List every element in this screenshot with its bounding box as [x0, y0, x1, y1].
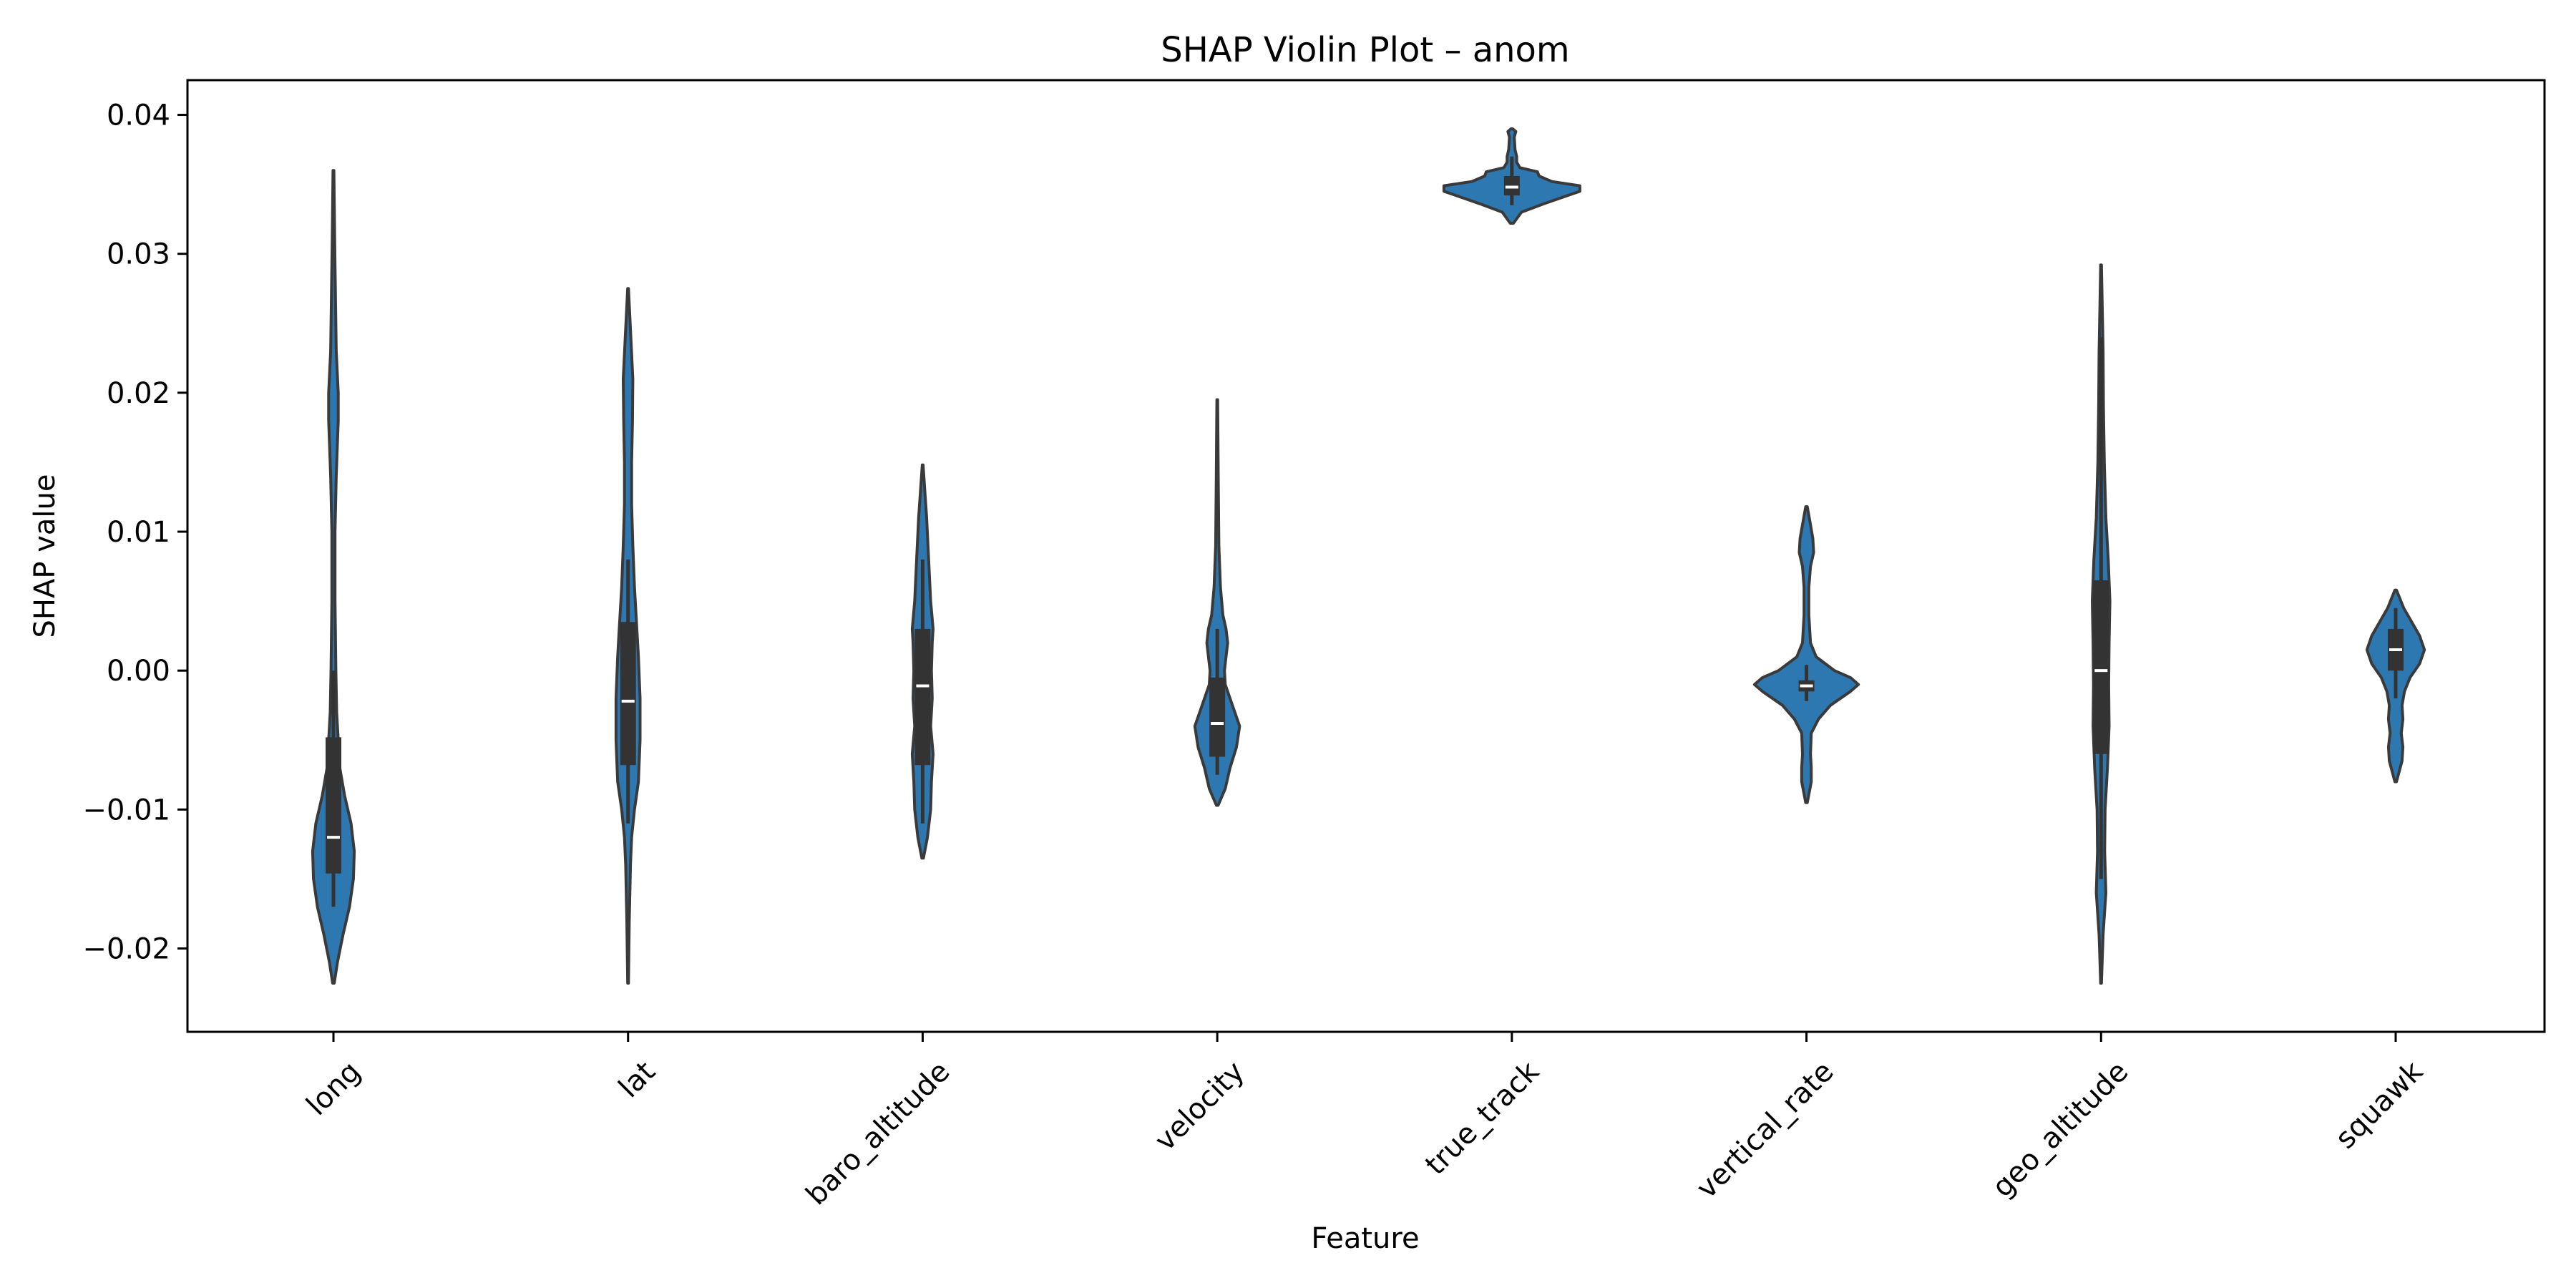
- violin-iqr-box: [914, 628, 931, 766]
- violin-velocity: [1193, 398, 1241, 807]
- y-axis-label: SHAP value: [29, 474, 62, 638]
- violin-body: [1193, 398, 1241, 807]
- violin-body: [311, 169, 356, 985]
- y-tick-label: −0.02: [82, 933, 170, 966]
- violin-body: [1752, 505, 1860, 804]
- y-tick-label: 0.00: [107, 655, 170, 688]
- violin-squawk: [2365, 588, 2426, 784]
- y-tick-label: 0.03: [107, 238, 170, 271]
- y-axis: 0.04 0.03 0.02 0.01 0.00 −0.01 −0.02: [82, 99, 187, 966]
- violin-lat: [614, 287, 642, 985]
- chart-title: SHAP Violin Plot – anom: [1161, 30, 1569, 70]
- violin-long: [311, 169, 356, 985]
- violin-iqr-box: [1209, 677, 1226, 757]
- violin-true-track: [1442, 127, 1581, 225]
- y-tick-label: 0.01: [107, 516, 170, 549]
- violin-geo-altitude: [2091, 263, 2112, 985]
- violin-iqr-box: [620, 622, 636, 766]
- violin-baro-altitude: [910, 463, 935, 860]
- y-tick-label: −0.01: [82, 794, 170, 826]
- violins-layer: [311, 127, 2426, 985]
- violin-iqr-box: [2093, 580, 2109, 754]
- violin-iqr-box: [326, 737, 341, 874]
- plot-frame: [186, 79, 2546, 1033]
- violin-vertical-rate: [1752, 505, 1860, 804]
- x-axis-label: Feature: [1311, 1222, 1419, 1255]
- y-tick-label: 0.04: [107, 99, 170, 132]
- y-tick-label: 0.02: [107, 377, 170, 410]
